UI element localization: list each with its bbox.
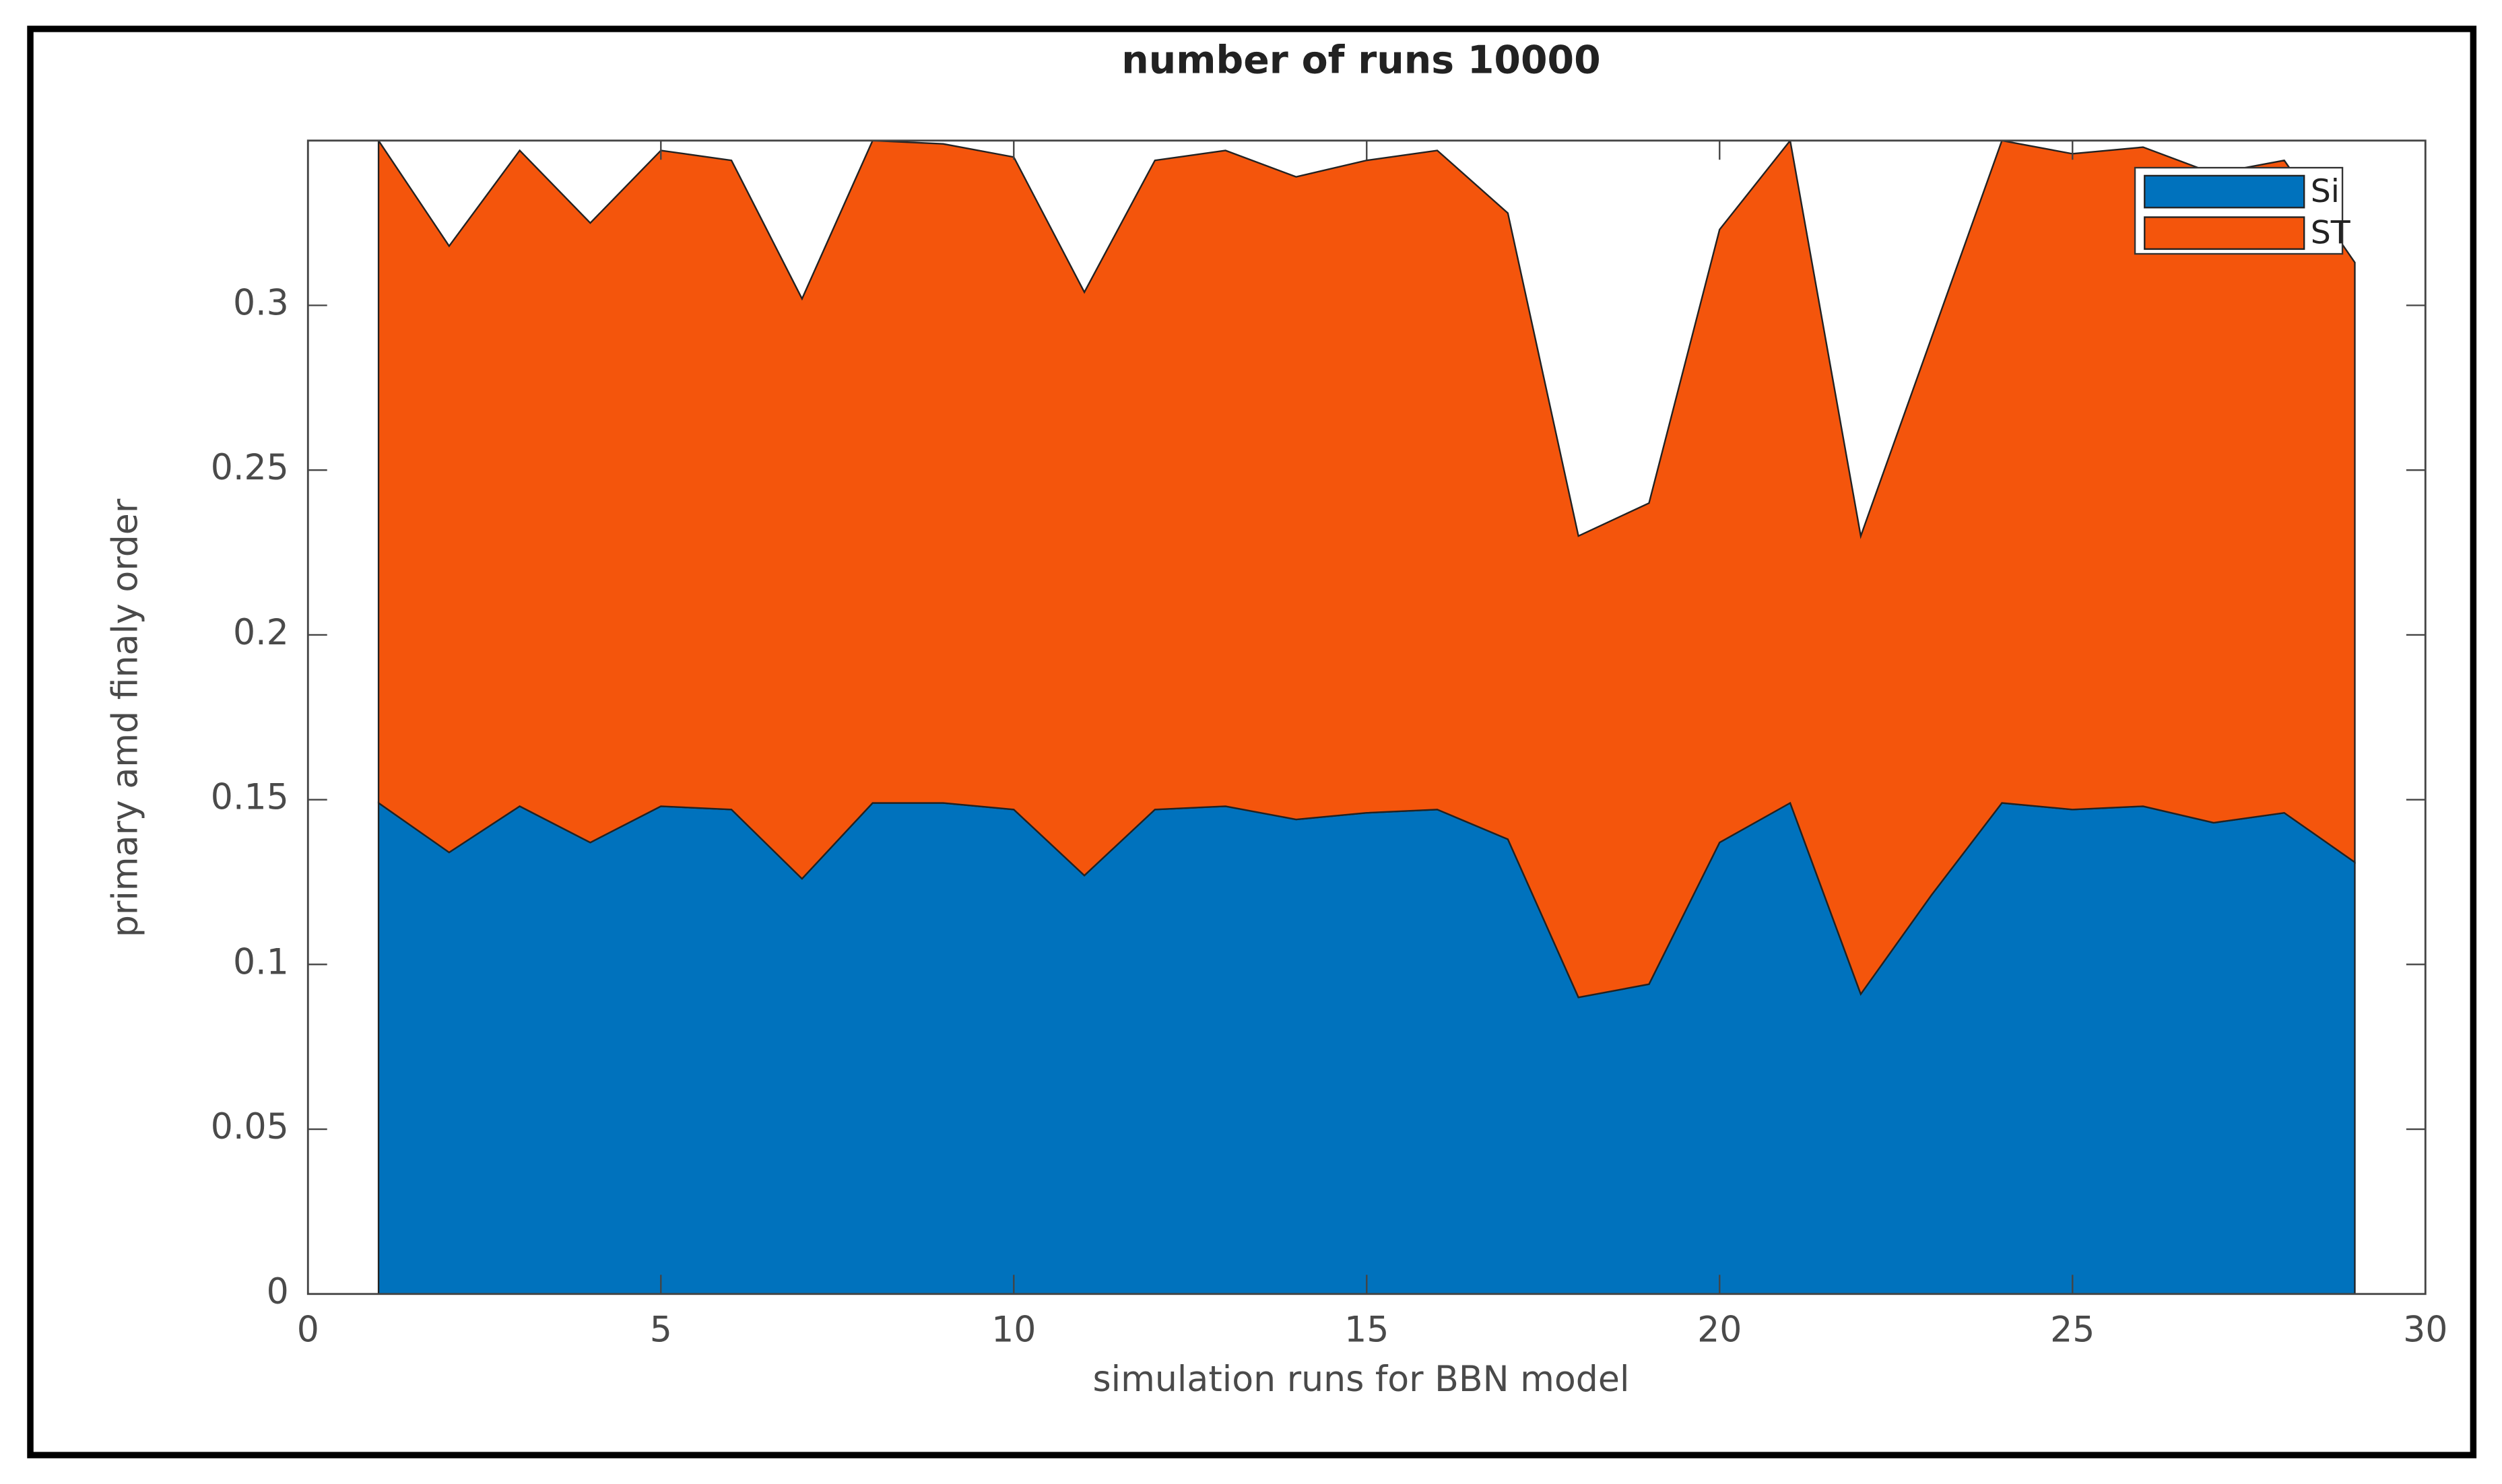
x-tick-label: 5: [650, 1310, 672, 1351]
y-tick-label: 0.25: [211, 448, 289, 488]
y-tick-label: 0.1: [233, 942, 289, 982]
area: [377, 801, 2356, 1294]
x-tick-label: 30: [2403, 1310, 2447, 1351]
legend-label: Si: [2311, 173, 2340, 210]
legend-label: ST: [2311, 215, 2351, 252]
legend: Si ST: [2134, 166, 2351, 255]
x-tick-label: 15: [1344, 1310, 1389, 1351]
y-axis-label: primary amd finaly order: [106, 498, 146, 937]
x-axis-label: simulation runs for BBN model: [1093, 1359, 1630, 1400]
frame: [27, 26, 2477, 1458]
plot-area: [377, 140, 2356, 1294]
y-tick-label: 0.3: [233, 283, 289, 323]
legend-swatch: [2144, 216, 2305, 250]
area: [377, 140, 2356, 999]
y-tick-label: 0: [267, 1272, 289, 1312]
x-tick-label: 0: [297, 1310, 319, 1351]
legend-swatch: [2144, 174, 2305, 209]
y-tick-label: 0.05: [211, 1107, 289, 1147]
y-tick-label: 0.2: [233, 613, 289, 653]
x-tick-label: 10: [991, 1310, 1036, 1351]
ticks: 0 5 10 15 20 25 30 0 0.05 0.1 0.15 0.2 0.25 0.3: [211, 140, 2447, 1351]
x-tick-label: 25: [2050, 1310, 2095, 1351]
y-tick-label: 0.15: [211, 778, 289, 818]
chart-title: number of runs 10000: [1121, 38, 1600, 82]
x-tick-label: 20: [1697, 1310, 1742, 1351]
